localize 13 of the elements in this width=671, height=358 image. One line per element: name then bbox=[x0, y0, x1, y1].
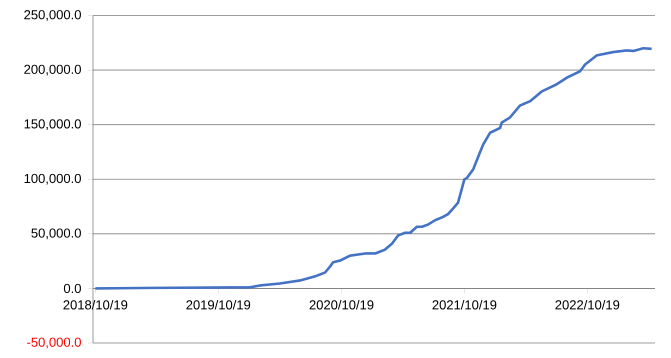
line-series bbox=[94, 46, 653, 290]
y-tick-label: -50,000.0 bbox=[27, 338, 81, 348]
y-tick-label: 50,000.0 bbox=[31, 228, 81, 240]
y-tick-label: 200,000.0 bbox=[24, 64, 81, 76]
x-tick-label: 2018/10/19 bbox=[63, 300, 128, 310]
y-tick-label: 250,000.0 bbox=[24, 10, 81, 21]
y-tick-label: 100,000.0 bbox=[24, 174, 81, 185]
y-tick-label: 0.0 bbox=[64, 284, 81, 294]
x-tick-label: 2020/10/19 bbox=[310, 300, 374, 310]
x-tick-label: 2019/10/19 bbox=[186, 300, 250, 310]
x-tick-label: 2022/10/19 bbox=[555, 300, 620, 310]
y-tick-label: 150,000.0 bbox=[24, 119, 81, 130]
x-tick-label: 2021/10/19 bbox=[432, 300, 496, 310]
